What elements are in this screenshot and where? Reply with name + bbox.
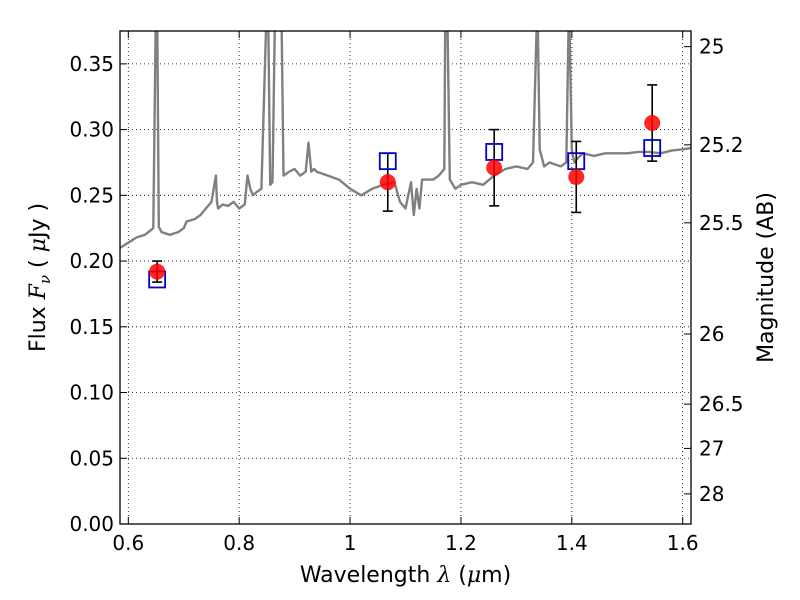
x-tick-label: 1.6 <box>667 531 699 555</box>
x-tick-label: 1.2 <box>445 531 477 555</box>
y2-tick-label: 26.5 <box>699 392 744 416</box>
y-tick-label: 0.30 <box>69 118 114 142</box>
axis-ticks: 0.6 0.8 1 1.2 1.4 1.6 0.00 0.05 0.10 0.15 0.20 0.25… <box>69 31 744 555</box>
y2-tick-label: 25.2 <box>699 133 744 157</box>
y-tick-label: 0.10 <box>69 381 114 405</box>
x-tick-label: 0.8 <box>223 531 255 555</box>
y-tick-label: 0.25 <box>69 183 114 207</box>
x-tick-label: 1 <box>344 531 357 555</box>
y-axis-label: Flux Fν ( μJy ) <box>26 203 54 352</box>
y2-tick-label: 28 <box>699 482 724 506</box>
y-tick-label: 0.05 <box>69 446 114 470</box>
x-axis-label: Wavelength λ (μm) <box>300 563 511 588</box>
y2-tick-label: 25.5 <box>699 211 744 235</box>
x-tick-label: 0.6 <box>112 531 144 555</box>
observed-point <box>486 159 503 176</box>
y-tick-label: 0.35 <box>69 52 114 76</box>
spectrum-series <box>120 31 691 249</box>
observed-point <box>568 168 585 185</box>
points-layer <box>148 84 662 289</box>
y-tick-label: 0.15 <box>69 315 114 339</box>
y2-tick-label: 26 <box>699 322 724 346</box>
y2-tick-label: 27 <box>699 436 724 460</box>
model-square-marker <box>378 152 397 171</box>
y2-tick-label: 25 <box>699 35 724 59</box>
y-tick-label: 0.00 <box>69 512 114 536</box>
observed-point <box>644 115 661 132</box>
x-tick-label: 1.4 <box>556 531 588 555</box>
model-square-marker <box>643 139 662 157</box>
observed-point <box>149 263 166 280</box>
grid-lines <box>120 31 691 525</box>
y-tick-label: 0.20 <box>69 249 114 273</box>
model-spectrum-line <box>120 31 691 249</box>
observed-point <box>379 174 396 191</box>
right-y-axis-label: Magnitude (AB) <box>754 192 779 363</box>
plot-frame <box>119 30 692 525</box>
